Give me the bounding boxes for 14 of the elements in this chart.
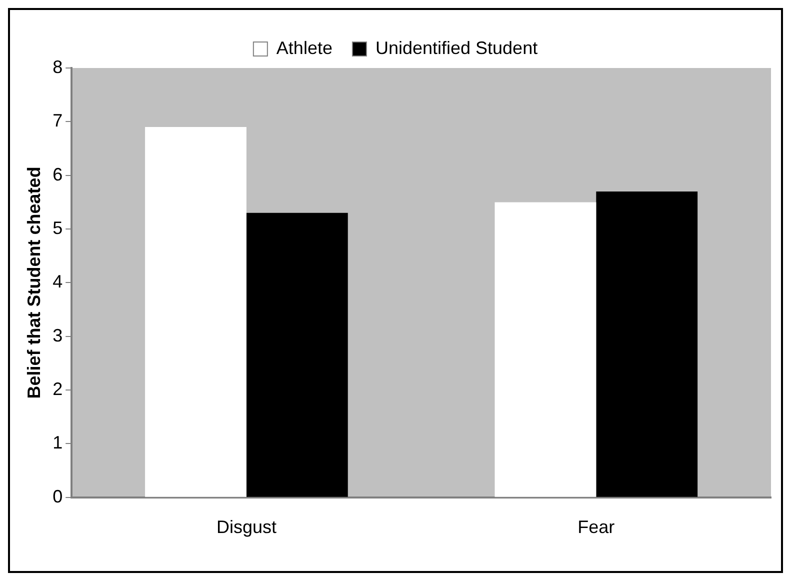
x-tick-label: Disgust: [216, 517, 276, 538]
y-tick-label: 1: [52, 432, 63, 453]
y-tick-label: 3: [52, 325, 63, 346]
y-tick-label: 4: [52, 272, 63, 292]
legend-label: Unidentified Student: [375, 38, 538, 58]
y-tick-label: 0: [52, 486, 63, 506]
y-tick-label: 8: [52, 56, 63, 77]
y-tick-label: 7: [52, 110, 63, 131]
y-tick-label: 5: [52, 218, 63, 238]
y-tick-label: 2: [52, 379, 63, 400]
x-tick-label: Fear: [578, 517, 615, 538]
y-tick-label: 6: [52, 164, 63, 184]
legend-label: Athlete: [276, 38, 332, 58]
y-axis-title: Belief that Student cheated: [24, 166, 44, 399]
